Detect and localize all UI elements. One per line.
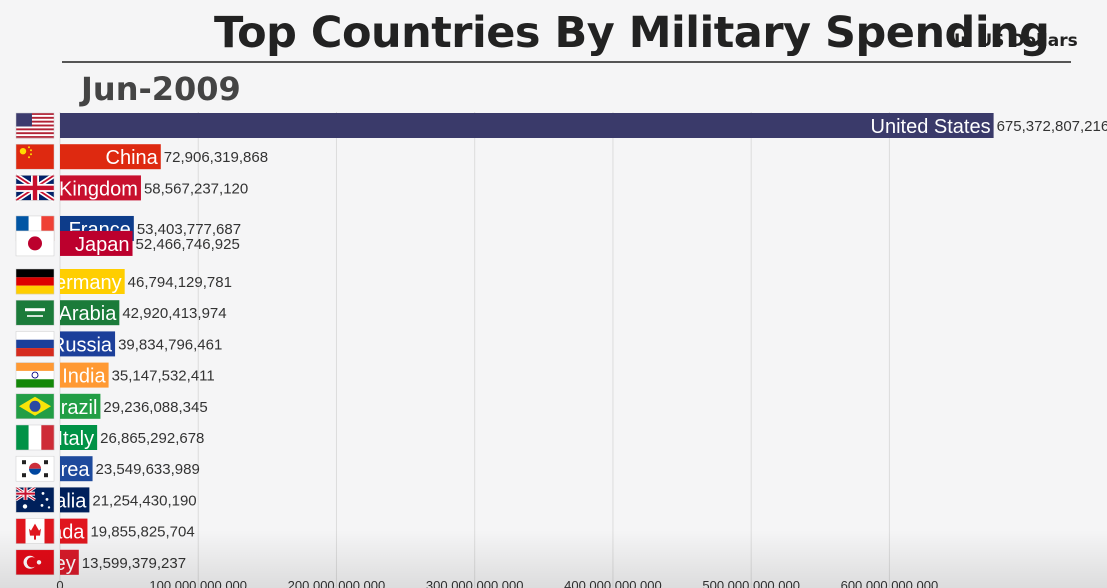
bar-label-ca: Canada bbox=[14, 522, 85, 544]
value-label-gb: 58,567,237,120 bbox=[144, 180, 248, 197]
chart-subtitle: In US Dollars bbox=[954, 31, 1078, 51]
value-label-it: 26,865,292,678 bbox=[100, 430, 204, 447]
flag-jp-icon bbox=[15, 230, 55, 257]
value-label-kr: 23,549,633,989 bbox=[96, 461, 200, 478]
bar-br bbox=[60, 393, 101, 419]
flag-kr-icon bbox=[15, 455, 55, 482]
bar-jp bbox=[60, 230, 133, 256]
flag-ca-icon bbox=[15, 518, 55, 544]
bar-label-au: Australia bbox=[9, 490, 88, 512]
value-label-tr: 13,599,379,237 bbox=[82, 555, 186, 572]
bar-de bbox=[60, 269, 125, 294]
flag-au-icon bbox=[15, 486, 55, 513]
value-label-br: 29,236,088,345 bbox=[103, 399, 207, 416]
bar-label-cn: China bbox=[106, 147, 159, 169]
flag-tr-icon bbox=[15, 549, 55, 576]
bar-label-sa: Saudi Arabia bbox=[3, 303, 117, 325]
value-label-in: 35,147,532,411 bbox=[112, 368, 215, 385]
bar-label-de: Germany bbox=[39, 272, 121, 294]
flag-gb-icon bbox=[14, 173, 56, 203]
bar-us bbox=[60, 113, 994, 138]
value-label-sa: 42,920,413,974 bbox=[122, 305, 226, 322]
x-tick-label: 400,000,000,000 bbox=[564, 578, 662, 588]
value-label-ru: 39,834,796,461 bbox=[118, 336, 222, 353]
bar-label-ru: Russia bbox=[51, 334, 113, 356]
bar-tr bbox=[60, 549, 79, 575]
bar-ru bbox=[60, 331, 116, 357]
flag-br-icon bbox=[15, 393, 55, 420]
flag-it-icon bbox=[15, 424, 55, 451]
bar-label-kr: Korea bbox=[36, 459, 90, 481]
flag-de-icon bbox=[15, 268, 55, 295]
bar-au bbox=[60, 487, 90, 513]
flag-ru-icon bbox=[15, 331, 55, 357]
x-tick-label: 600,000,000,000 bbox=[841, 578, 939, 588]
flag-sa-icon bbox=[15, 299, 55, 326]
bar-kr bbox=[60, 456, 93, 482]
x-tick-label: 300,000,000,000 bbox=[426, 578, 524, 588]
value-label-jp: 52,466,746,925 bbox=[136, 236, 240, 253]
flag-cn-icon bbox=[15, 143, 55, 170]
bar-sa bbox=[60, 300, 120, 326]
x-tick-label: 200,000,000,000 bbox=[288, 578, 386, 588]
x-axis-ticks: 0 100,000,000,000 200,000,000,000 300,000,0… bbox=[56, 578, 938, 588]
value-label-au: 21,254,430,190 bbox=[92, 492, 196, 509]
bar-label-it: Italy bbox=[57, 428, 94, 450]
bar-cn bbox=[60, 144, 161, 170]
value-label-cn: 72,906,319,868 bbox=[164, 149, 268, 166]
date-label: Jun-2009 bbox=[81, 70, 241, 108]
bar-label-us: United States bbox=[871, 116, 991, 138]
bar-label-br: Brazil bbox=[47, 397, 97, 419]
bar-label-jp: Japan bbox=[75, 234, 130, 256]
value-label-us: 675,372,807,216 bbox=[997, 118, 1107, 135]
bar-label-in: India bbox=[62, 366, 106, 388]
value-label-fr: 53,403,777,687 bbox=[137, 221, 241, 238]
chart-title: Top Countries By Military Spending bbox=[214, 8, 1050, 58]
x-tick-label: 500,000,000,000 bbox=[702, 578, 800, 588]
x-tick-label: 100,000,000,000 bbox=[149, 578, 247, 588]
flag-in-icon bbox=[15, 362, 55, 388]
title-divider bbox=[62, 61, 1071, 63]
bar-label-gb: United Kingdom bbox=[0, 178, 138, 200]
bars: United States 675,372,807,216 China 72,906,… bbox=[0, 113, 1107, 575]
bar-label-tr: Turkey bbox=[15, 553, 75, 575]
bar-in bbox=[60, 362, 109, 388]
x-tick-label: 0 bbox=[56, 578, 63, 588]
bar-gb bbox=[60, 175, 141, 201]
value-label-de: 46,794,129,781 bbox=[128, 274, 232, 291]
bar-ca bbox=[60, 518, 88, 544]
bar-it bbox=[60, 425, 98, 450]
flag-us-icon bbox=[15, 112, 55, 139]
value-label-ca: 19,855,825,704 bbox=[90, 524, 194, 541]
flags bbox=[14, 112, 56, 576]
